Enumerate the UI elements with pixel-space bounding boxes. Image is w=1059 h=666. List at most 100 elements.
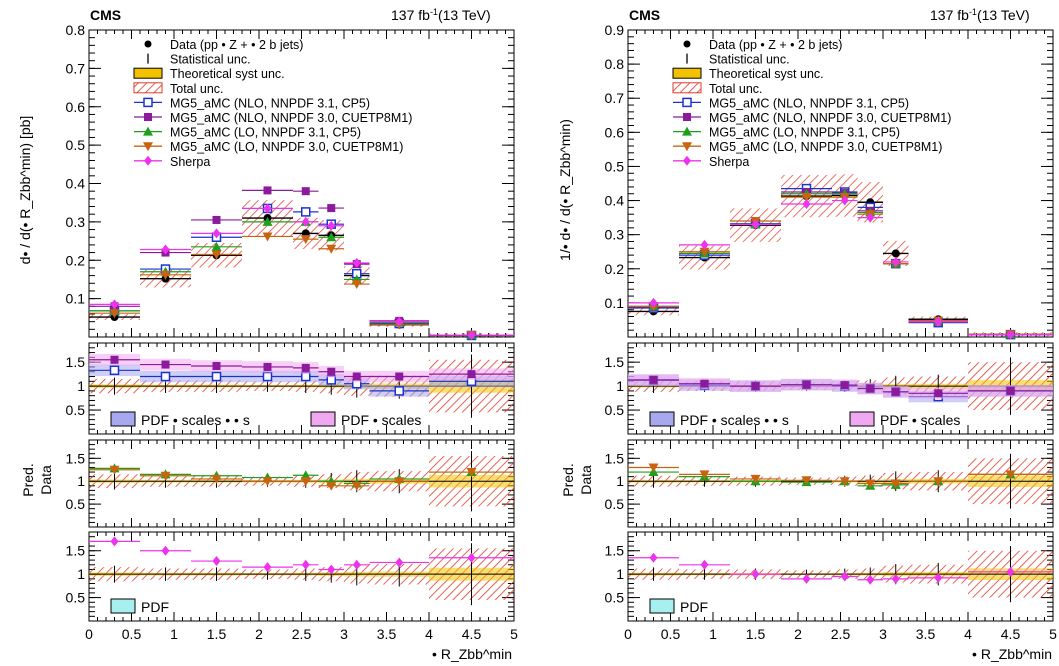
left-main-ytick-label: 0.1	[66, 291, 86, 307]
ratio-legend-swatch	[649, 598, 675, 614]
sherpa-point	[751, 219, 760, 230]
mg5_nlo_cp5-point	[301, 207, 311, 217]
mg5_nlo_cuetp8m1-ratio-point	[352, 372, 361, 381]
legend-marker	[143, 126, 153, 136]
left-ratio-3-xtick-label: 5	[510, 626, 518, 642]
mg5_nlo_cuetp8m1-ratio-point	[212, 361, 221, 370]
sherpa-ratio-point	[110, 536, 119, 547]
mg5_lo_cuetp8m1-ratio-point	[839, 477, 850, 487]
legend-marker	[682, 126, 692, 136]
mg5_nlo_cuetp8m1-ratio-point	[263, 362, 272, 371]
right-main-ytick-label: 0.3	[605, 227, 625, 243]
left-main-ytick-label: 0.4	[66, 176, 86, 192]
cms-label-right: CMS	[629, 7, 660, 23]
mg5_lo_cuetp8m1-ratio-point	[801, 476, 812, 486]
mg5_lo_cp5-point	[326, 232, 337, 242]
left-ratio-3-xtick-label: 1.5	[207, 626, 227, 642]
mg5_nlo_cuetp8m1-ratio-point	[467, 370, 476, 379]
mg5_lo_cuetp8m1-point	[351, 280, 362, 290]
sherpa-point	[649, 297, 658, 308]
right-ratio-panel-2: 0.5 1 1.5	[605, 439, 1054, 528]
left-main-panel: 0.1 0.2 0.3 0.4 0.5 0.6 0.7 0.8	[66, 22, 515, 341]
left-main-ytick-label: 0.8	[66, 22, 86, 38]
left-ratio-1-ytick-label: 1	[77, 378, 85, 394]
sherpa-point	[700, 239, 709, 250]
ratio-legend-label: PDF • scales	[880, 412, 960, 428]
right-ratio-3-ytick-label: 1	[616, 566, 624, 582]
ratio-legend-swatch	[310, 411, 336, 427]
sherpa-ratio-point	[840, 571, 849, 582]
legend-label: Data (pp • Z + • 2 b jets)	[170, 38, 303, 52]
legend-marker	[683, 113, 691, 121]
right-ratio-1-ytick-label: 1.5	[605, 354, 625, 370]
right-ratio-3-xtick-label: 1.5	[746, 626, 766, 642]
legend-label: Statistical unc.	[170, 53, 251, 67]
legend-label: Sherpa	[709, 155, 749, 169]
x-axis-title-left: • R_Zbb^min	[432, 646, 512, 662]
sherpa-point	[467, 330, 476, 341]
mg5_nlo_cuetp8m1-ratio-point	[1006, 386, 1015, 395]
legend-total-swatch	[133, 82, 163, 94]
mg5_nlo_cuetp8m1-ratio-point	[649, 375, 658, 384]
mg5_lo_cuetp8m1-ratio-point	[750, 474, 761, 484]
legend-marker	[682, 97, 692, 108]
right-ratio-3-xtick-label: 5	[1049, 626, 1057, 642]
sherpa-point	[352, 257, 361, 268]
left-legend: Data (pp • Z + • 2 b jets)Statistical un…	[133, 38, 412, 169]
mg5_lo_cuetp8m1-ratio-point	[109, 465, 120, 475]
sherpa-point	[395, 316, 404, 327]
right-ratio-panel-1: 0.5 1 1.5 PDF • scales • • s PDF • scales	[605, 342, 1054, 435]
legend-label: MG5_aMC (LO, NNPDF 3.0, CUETP8M1)	[709, 140, 942, 154]
mg5_lo_cp5-ratio-point	[300, 470, 311, 480]
data-point	[891, 249, 900, 258]
right-ratio-3-xtick-label: 0	[624, 626, 632, 642]
mg5_lo_cuetp8m1-point	[699, 247, 710, 257]
right-main-ytick-label: 0.8	[605, 56, 625, 72]
ratio-legend-swatch	[110, 598, 136, 614]
mg5_nlo_cp5-ratio-point	[211, 371, 222, 382]
mg5_nlo_cuetp8m1-ratio-point	[840, 381, 849, 390]
right-ratio-3-xtick-label: 3.5	[916, 626, 936, 642]
legend-total-swatch	[672, 82, 702, 94]
sherpa-point	[802, 198, 811, 209]
mg5_nlo_cp5-ratio-point	[394, 386, 404, 396]
legend-label: MG5_aMC (LO, NNPDF 3.1, CP5)	[170, 126, 361, 140]
left-ratio-3-ytick-label: 0.5	[66, 590, 86, 606]
legend-marker	[682, 142, 692, 152]
mg5_lo_cuetp8m1-point	[300, 235, 311, 245]
left-ratio-3-xtick-label: 1	[170, 626, 178, 642]
legend-marker	[144, 113, 152, 121]
left-main-ytick-label: 0.7	[66, 60, 86, 76]
mg5_nlo_cuetp8m1-point	[327, 204, 336, 213]
ratio-legend-label: PDF	[680, 599, 708, 615]
sherpa-point	[263, 203, 272, 214]
right-ratio-3-xtick-label: 4	[964, 626, 972, 642]
legend-label: Theoretical syst unc.	[709, 67, 824, 81]
sherpa-ratio-point	[802, 573, 811, 584]
right-ratio-3-ytick-label: 0.5	[605, 590, 625, 606]
right-main-ytick-label: 0.2	[605, 261, 625, 277]
right-ratio-2-ytick-label: 1	[616, 473, 624, 489]
left-ratio-1-ytick-label: 1.5	[66, 354, 86, 370]
left-ratio-3-xtick-label: 0.5	[122, 626, 142, 642]
mg5_nlo_cuetp8m1-ratio-point	[891, 387, 900, 396]
right-main-panel: 0.1 0.2 0.3 0.4 0.5 0.6 0.7 0.8 0.9	[605, 22, 1054, 340]
mg5_nlo_cuetp8m1-ratio-point	[301, 363, 310, 372]
left-ratio-3-xtick-label: 2	[255, 626, 263, 642]
ratio-y-title-left-bottom: Data	[38, 465, 54, 495]
mg5_nlo_cp5-ratio-point	[301, 371, 311, 382]
right-main-ytick-label: 0.4	[605, 193, 625, 209]
right-ratio-3-xtick-label: 3	[879, 626, 887, 642]
ratio-legend-swatch	[110, 411, 136, 427]
sherpa-ratio-point	[700, 559, 709, 570]
sherpa-ratio-point	[467, 552, 476, 563]
mg5_nlo_cuetp8m1-ratio-point	[395, 372, 404, 381]
mg5_lo_cuetp8m1-point	[160, 270, 171, 280]
sherpa-ratio-point	[1006, 566, 1015, 577]
sherpa-ratio-point	[751, 569, 760, 580]
sherpa-ratio-point	[395, 557, 404, 568]
mg5_lo_cuetp8m1-point	[801, 193, 812, 203]
mg5_nlo_cuetp8m1-point	[263, 186, 272, 195]
right-ratio-3-ytick-label: 1.5	[605, 543, 625, 559]
